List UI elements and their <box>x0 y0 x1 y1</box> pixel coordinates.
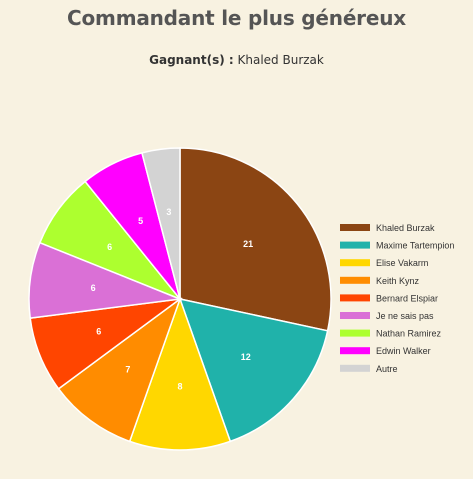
pie-slice-khaled-burzak <box>179 147 332 332</box>
legend-label: Edwin Walker <box>376 346 431 356</box>
pie-slice-labels: 21 12 8 7 6 6 6 5 3 <box>91 207 254 391</box>
slice-value-label: 6 <box>107 242 112 252</box>
pie-slice-keith-kynz <box>57 296 182 443</box>
legend-swatch <box>340 329 370 337</box>
slice-value-label: 3 <box>166 207 171 217</box>
chart-legend: Khaled Burzak Maxime Tartempion Elise Vaka… <box>340 223 454 374</box>
legend-label: Maxime Tartempion <box>376 241 454 251</box>
pie-slice-autre <box>141 147 181 300</box>
page-title: Commandant le plus généreux <box>67 6 406 30</box>
winner-name: Khaled Burzak <box>237 53 324 67</box>
legend-label: Keith Kynz <box>376 276 420 286</box>
legend-label: Bernard Elspiar <box>376 293 438 303</box>
legend-swatch <box>340 224 370 231</box>
slice-value-label: 5 <box>138 216 143 226</box>
legend-swatch <box>340 276 370 284</box>
legend-swatch <box>340 294 370 302</box>
pie-slice-maxime-tartempion <box>178 297 329 443</box>
winner-line: Gagnant(s) : Khaled Burzak <box>0 53 473 67</box>
legend-label: Je ne sais pas <box>376 311 434 321</box>
pie-slices <box>28 147 332 451</box>
slice-value-label: 6 <box>91 283 96 293</box>
legend-label: Autre <box>376 364 398 374</box>
slice-value-label: 21 <box>243 239 253 249</box>
legend-label: Elise Vakarm <box>376 258 428 268</box>
legend-label: Khaled Burzak <box>376 223 435 233</box>
pie-slice-elise-vakarm <box>128 296 232 451</box>
legend-swatch <box>340 259 370 267</box>
slice-value-label: 12 <box>241 352 251 362</box>
legend-swatch <box>340 241 370 249</box>
legend-swatch <box>340 364 370 372</box>
winner-label: Gagnant(s) : <box>149 53 234 67</box>
slice-value-label: 8 <box>177 382 182 392</box>
slice-value-label: 6 <box>96 327 101 337</box>
slice-value-label: 7 <box>125 364 130 374</box>
legend-swatch <box>340 347 370 355</box>
legend-label: Nathan Ramirez <box>376 329 442 339</box>
legend-swatch <box>340 312 370 319</box>
